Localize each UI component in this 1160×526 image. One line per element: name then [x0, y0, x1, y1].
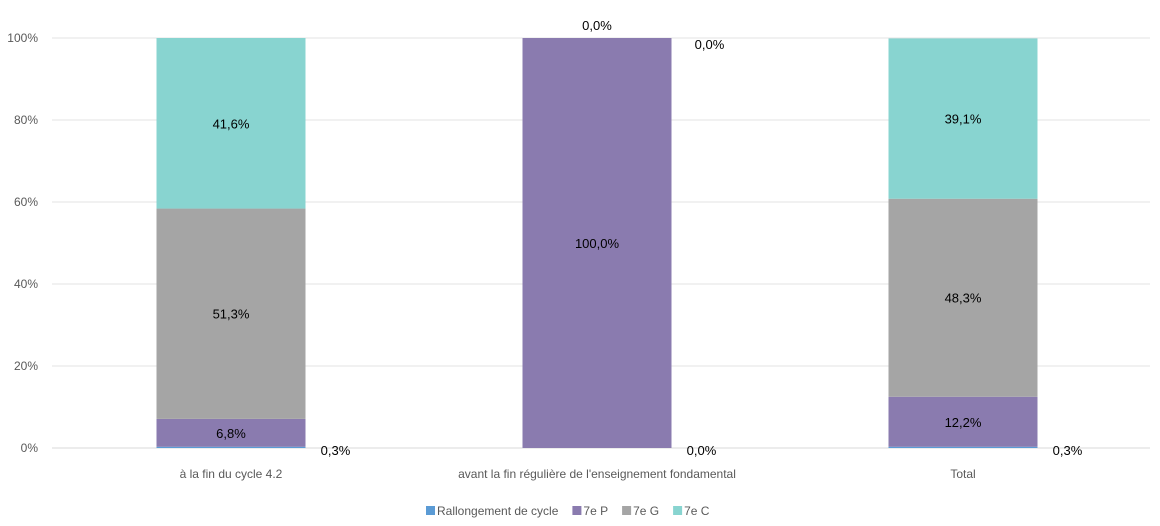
data-label: 100,0%	[575, 236, 620, 251]
data-label: 0,0%	[695, 37, 725, 52]
data-labels: 0,3% 6,8% 51,3% 41,6% 0,0% 100,0% 0,0% 0,3% 12,2…	[213, 18, 1083, 458]
bar-segment	[156, 38, 306, 209]
data-label: 12,2%	[945, 415, 982, 430]
data-label: 6,8%	[216, 426, 246, 441]
category-label: avant la fin régulière de l'enseignement…	[458, 467, 736, 481]
data-label: 39,1%	[945, 112, 982, 127]
legend-swatch	[426, 506, 435, 515]
data-label: 0,3%	[1053, 443, 1083, 458]
legend-label: Rallongement de cycle	[437, 504, 559, 518]
legend-swatch	[572, 506, 582, 515]
bar-segment	[888, 38, 1038, 199]
bar-segment	[156, 208, 306, 419]
data-label: 0,3%	[321, 443, 351, 458]
data-label: 0,0%	[687, 443, 717, 458]
x-axis-categories: à la fin du cycle 4.2 avant la fin réguli…	[180, 467, 976, 481]
y-tick-label: 20%	[14, 359, 38, 373]
category-label: Total	[950, 467, 975, 481]
data-label: 41,6%	[213, 116, 250, 131]
y-tick-label: 40%	[14, 277, 38, 291]
bar-segment	[156, 446, 306, 448]
category-label: à la fin du cycle 4.2	[180, 467, 283, 481]
legend-label: 7e P	[583, 504, 608, 518]
y-tick-label: 100%	[7, 31, 38, 45]
y-tick-label: 0%	[21, 441, 39, 455]
legend-label: 7e C	[684, 504, 710, 518]
y-tick-label: 60%	[14, 195, 38, 209]
y-axis-ticks: 0% 20% 40% 60% 80% 100%	[7, 31, 38, 455]
bar-segment	[156, 418, 306, 447]
legend: Rallongement de cycle 7e P 7e G 7e C	[426, 504, 710, 518]
data-label: 51,3%	[213, 307, 250, 322]
bar-segment	[888, 198, 1038, 397]
data-label: 48,3%	[945, 291, 982, 306]
bar-stacks	[156, 38, 1038, 448]
legend-label: 7e G	[633, 504, 659, 518]
data-label: 0,0%	[582, 18, 612, 33]
y-tick-label: 80%	[14, 113, 38, 127]
bar-segment	[888, 446, 1038, 448]
bar-segment	[522, 38, 672, 448]
legend-swatch	[622, 506, 632, 515]
bar-segment	[888, 396, 1038, 447]
legend-swatch	[673, 506, 683, 515]
